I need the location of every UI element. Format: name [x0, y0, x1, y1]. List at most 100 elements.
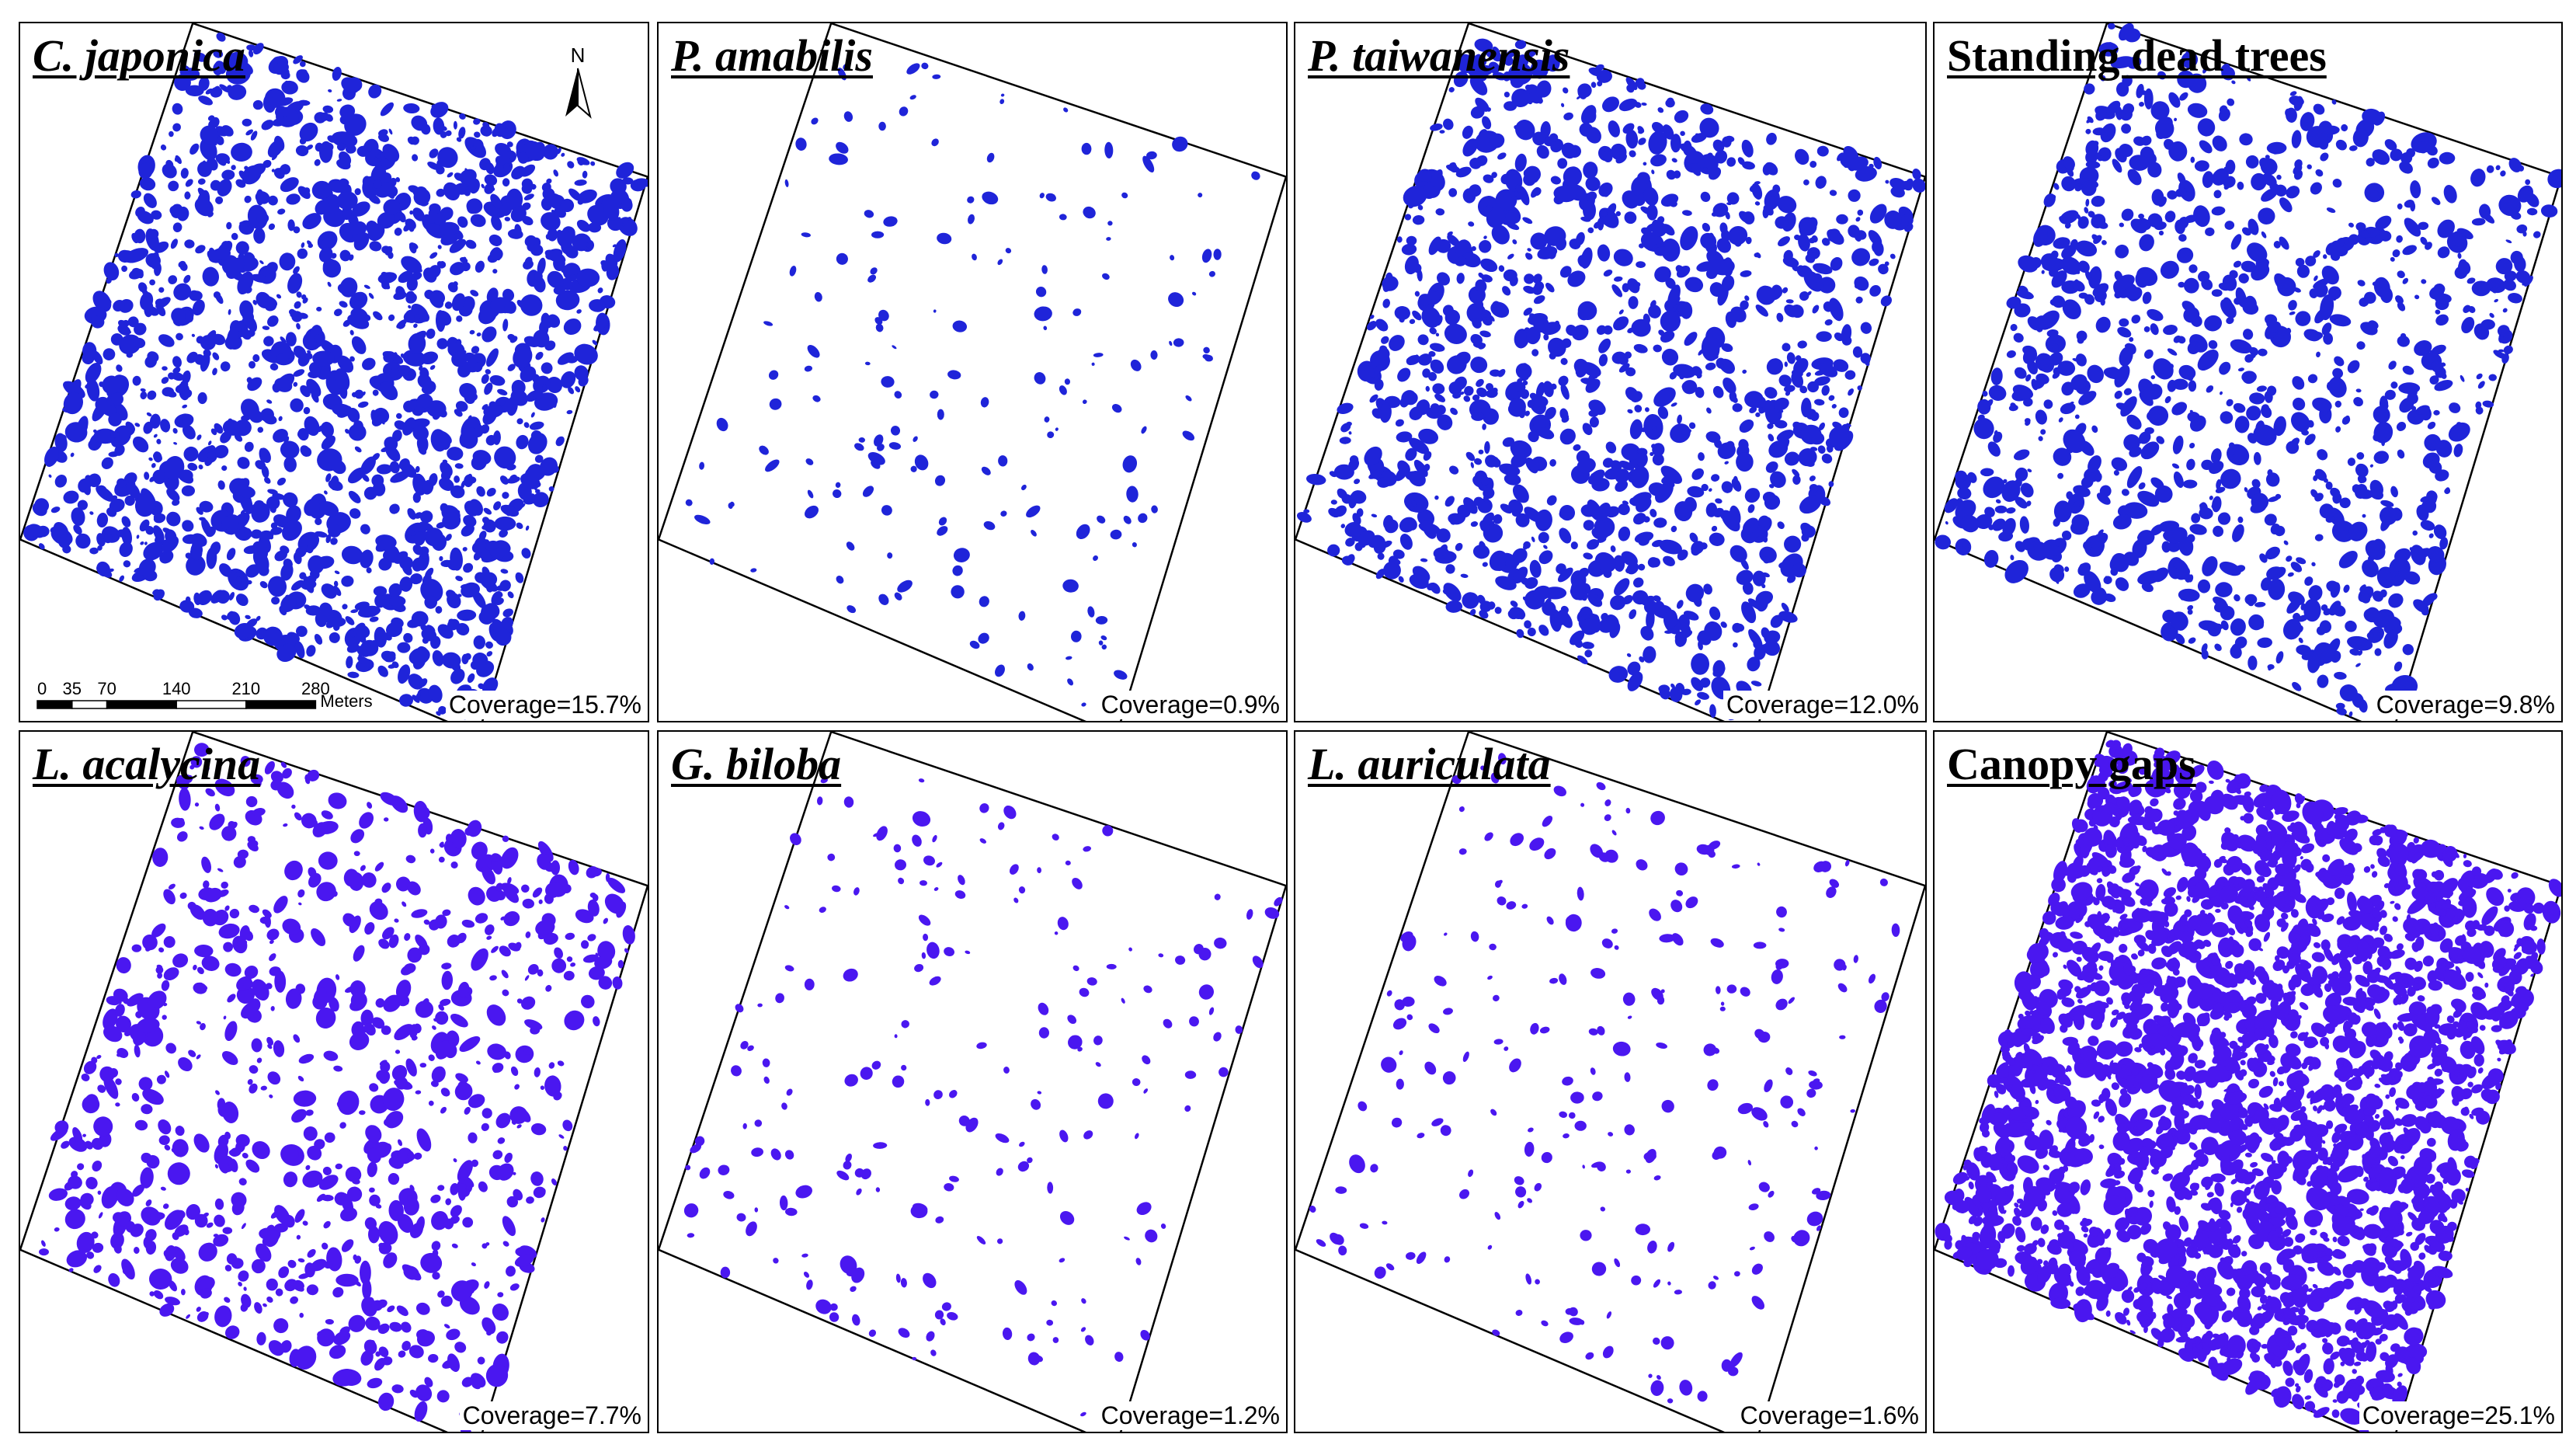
patch	[351, 201, 370, 217]
patch	[322, 1166, 332, 1175]
patch	[593, 1016, 600, 1027]
patch	[92, 350, 103, 365]
patch	[440, 504, 449, 513]
patch	[275, 1288, 283, 1297]
patch	[1582, 200, 1597, 221]
patch	[378, 133, 389, 142]
patch	[239, 300, 254, 319]
patch	[240, 581, 245, 587]
patch	[2168, 92, 2181, 108]
patch	[2494, 298, 2498, 303]
patch	[2136, 533, 2143, 539]
patch	[252, 808, 266, 816]
patch	[314, 333, 325, 344]
patch	[1777, 196, 1797, 214]
patch	[1814, 399, 1825, 406]
patch	[221, 241, 231, 249]
patch	[2184, 49, 2194, 70]
patch	[1479, 240, 1492, 253]
patch	[1637, 462, 1643, 468]
patch	[346, 643, 360, 653]
patch	[456, 315, 463, 322]
patch	[2256, 385, 2267, 392]
patch	[329, 632, 340, 643]
patch	[1764, 387, 1778, 399]
patch	[450, 485, 465, 499]
patch	[91, 1056, 98, 1064]
patch	[276, 294, 282, 299]
patch	[344, 113, 367, 136]
patch	[867, 274, 877, 283]
patch	[2322, 125, 2340, 135]
patch	[1615, 468, 1630, 484]
patch	[505, 127, 509, 134]
patch	[2156, 436, 2165, 444]
patch	[2303, 329, 2321, 342]
patch	[243, 318, 254, 326]
patch	[367, 223, 385, 242]
patch	[1462, 138, 1478, 157]
patch	[428, 1100, 434, 1106]
patch	[1172, 136, 1188, 152]
patch	[2317, 449, 2328, 461]
patch	[311, 367, 321, 377]
patch	[138, 559, 156, 576]
patch	[68, 1268, 74, 1272]
patch	[537, 853, 551, 870]
patch	[2188, 380, 2197, 392]
patch	[2335, 702, 2345, 710]
patch	[751, 1147, 763, 1157]
patch	[1414, 354, 1419, 360]
patch	[384, 1143, 392, 1152]
patch	[1409, 406, 1424, 420]
patch	[1709, 259, 1726, 275]
patch	[315, 1007, 336, 1029]
patch	[1762, 572, 1770, 578]
patch	[1481, 274, 1493, 283]
patch	[406, 277, 418, 291]
arrow-half-dark	[565, 68, 578, 117]
scale-segment	[71, 700, 108, 709]
patch	[969, 640, 980, 649]
patch	[1397, 460, 1410, 475]
patch	[1610, 545, 1616, 552]
patch	[833, 489, 842, 499]
patch	[416, 1330, 436, 1347]
patch	[2179, 92, 2188, 101]
patch	[1533, 395, 1549, 407]
patch	[447, 1353, 460, 1373]
patch	[302, 213, 322, 230]
patch	[1975, 514, 1993, 529]
patch	[2084, 83, 2095, 95]
patch	[554, 947, 563, 959]
patch	[2208, 339, 2218, 350]
patch	[2033, 226, 2048, 247]
patch	[616, 901, 627, 918]
patch	[1792, 263, 1799, 272]
patch	[259, 580, 268, 589]
patch	[1346, 421, 1352, 426]
patch	[1532, 273, 1542, 284]
patch	[1529, 559, 1542, 578]
patch	[132, 1184, 145, 1197]
patch	[2123, 502, 2148, 519]
patch	[144, 300, 154, 318]
patch	[2495, 258, 2513, 275]
patch	[263, 336, 274, 346]
scale-segment	[245, 700, 317, 709]
patch	[1494, 607, 1502, 614]
patch	[165, 159, 174, 169]
patch	[862, 486, 874, 497]
patch	[1483, 174, 1494, 183]
patch	[2290, 562, 2303, 573]
patch	[397, 1139, 403, 1147]
patch	[384, 1117, 398, 1127]
patch	[217, 259, 225, 266]
patch	[397, 365, 402, 371]
patch	[186, 1204, 200, 1220]
patch	[1517, 496, 1522, 501]
patch	[1460, 573, 1469, 578]
patch	[1669, 371, 1677, 380]
patch	[457, 363, 471, 378]
patch	[218, 1157, 230, 1174]
